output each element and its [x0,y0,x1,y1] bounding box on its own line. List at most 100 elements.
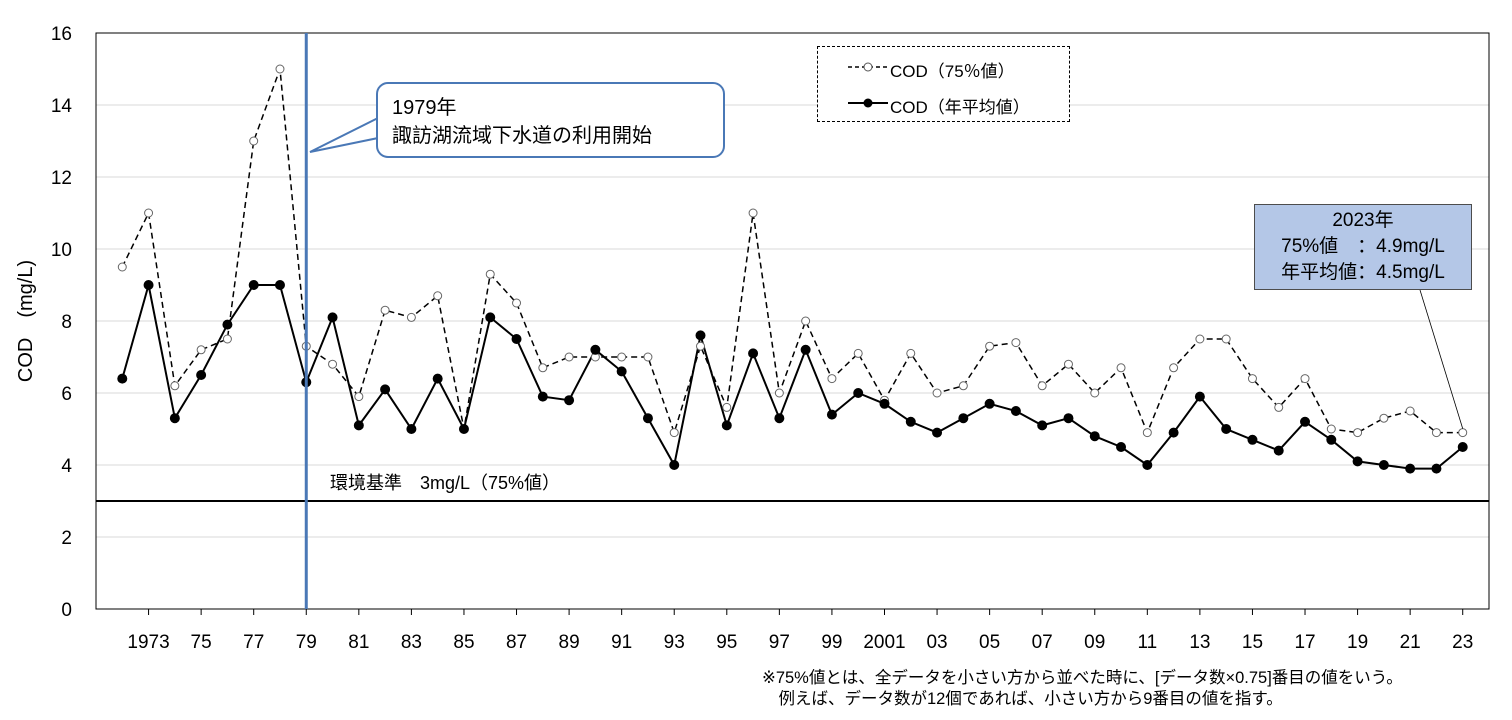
point-annual-mean [669,460,680,470]
point-75-percentile [222,334,232,344]
point-75-percentile [275,64,285,74]
info-2023-leader-line [1419,289,1464,429]
series-line-75-percentile [121,68,1463,436]
point-annual-mean [853,388,864,398]
chart-legend: COD（75％値） COD（年平均値） [817,46,1070,122]
point-75-percentile [1431,428,1441,438]
point-annual-mean [406,424,417,434]
point-annual-mean [1116,442,1127,452]
point-75-percentile [958,381,968,391]
point-75-percentile [1300,374,1310,384]
point-75-percentile [144,208,154,218]
point-75-percentile [1116,363,1126,373]
point-annual-mean [721,420,732,431]
point-75-percentile [1458,428,1468,438]
x-tick-label: 17 [1294,632,1315,653]
point-75-percentile [1037,381,1047,391]
x-tick-label: 75 [191,632,212,653]
point-annual-mean [196,370,207,380]
x-tick-label: 93 [664,632,685,653]
point-annual-mean [169,413,180,424]
point-annual-mean [695,330,706,341]
point-annual-mean [932,427,943,438]
x-tick-label: 99 [821,632,842,653]
point-annual-mean [117,373,128,384]
footnote-line-2: 例えば、データ数が12個であれば、小さい方から9番目の値を指す。 [762,690,1283,708]
plot-area-frame [95,32,1490,610]
legend-label-75-percentile: COD（75％値） [890,62,1015,81]
info-box-2023: 2023年 75%値 ：4.9mg/L 年平均値：4.5mg/L [1254,204,1472,290]
point-75-percentile [853,348,863,358]
point-75-percentile [1063,359,1073,369]
point-annual-mean [1142,460,1153,470]
point-annual-mean [1037,420,1048,431]
point-75-percentile [696,341,706,351]
point-75-percentile [1247,374,1257,384]
point-75-percentile [512,298,522,308]
legend-swatch-solid-filled [848,98,888,108]
point-75-percentile [196,345,206,355]
x-tick-label: 89 [559,632,580,653]
x-tick-label: 95 [716,632,737,653]
point-annual-mean [1431,463,1442,474]
point-annual-mean [1300,416,1311,427]
footnote-line-1: ※75%値とは、全データを小さい方から並べた時に、[データ数×0.75]番目の値… [762,669,1403,687]
point-annual-mean [1221,424,1232,434]
point-75-percentile [1090,388,1100,398]
point-annual-mean [1457,442,1468,452]
point-annual-mean [1378,460,1389,470]
x-tick-label: 79 [296,632,317,653]
point-annual-mean [458,424,469,434]
point-75-percentile [354,392,364,402]
point-annual-mean [564,395,575,406]
point-annual-mean [1273,445,1284,456]
y-tick-label: 4 [61,456,72,477]
point-75-percentile [406,312,416,322]
point-annual-mean [432,373,443,384]
point-75-percentile [722,402,732,412]
point-75-percentile [117,262,127,272]
point-annual-mean [143,280,154,290]
point-annual-mean [248,280,259,290]
point-75-percentile [1195,334,1205,344]
point-annual-mean [1326,434,1337,445]
point-annual-mean [327,312,338,323]
x-tick-label: 1973 [127,632,169,653]
point-75-percentile [380,305,390,315]
point-75-percentile [1353,428,1363,438]
point-75-percentile [433,291,443,301]
point-75-percentile [1274,402,1284,412]
point-annual-mean [1247,434,1258,445]
point-annual-mean [748,348,759,359]
y-tick-label: 12 [51,168,72,189]
y-tick-label: 6 [61,384,72,405]
point-75-percentile [617,352,627,362]
point-75-percentile [748,208,758,218]
point-75-percentile [485,269,495,279]
point-75-percentile [827,374,837,384]
x-tick-label: 83 [401,632,422,653]
point-annual-mean [905,416,916,427]
y-axis-title: COD (mg/L) [15,260,37,382]
point-75-percentile [249,136,259,146]
y-tick-label: 0 [61,600,72,621]
info-2023-75-percentile: 75%値 ：4.9mg/L [1281,236,1445,257]
callout-1979-text: 諏訪湖流域下水道の利用開始 [392,125,652,147]
x-tick-label: 19 [1347,632,1368,653]
footnote: ※75%値とは、全データを小さい方から並べた時に、[データ数×0.75]番目の値… [762,668,1403,710]
x-tick-label: 85 [453,632,474,653]
point-annual-mean [222,319,233,330]
x-tick-label: 2001 [863,632,905,653]
callout-1979-pointer [309,116,379,153]
point-annual-mean [353,420,364,431]
x-tick-label: 91 [611,632,632,653]
point-annual-mean [800,344,811,355]
point-75-percentile [170,381,180,391]
x-tick-label: 13 [1189,632,1210,653]
point-annual-mean [1352,456,1363,467]
x-tick-label: 09 [1084,632,1105,653]
point-annual-mean [984,398,995,409]
point-annual-mean [1063,413,1074,424]
info-2023-year: 2023年 [1332,210,1394,231]
